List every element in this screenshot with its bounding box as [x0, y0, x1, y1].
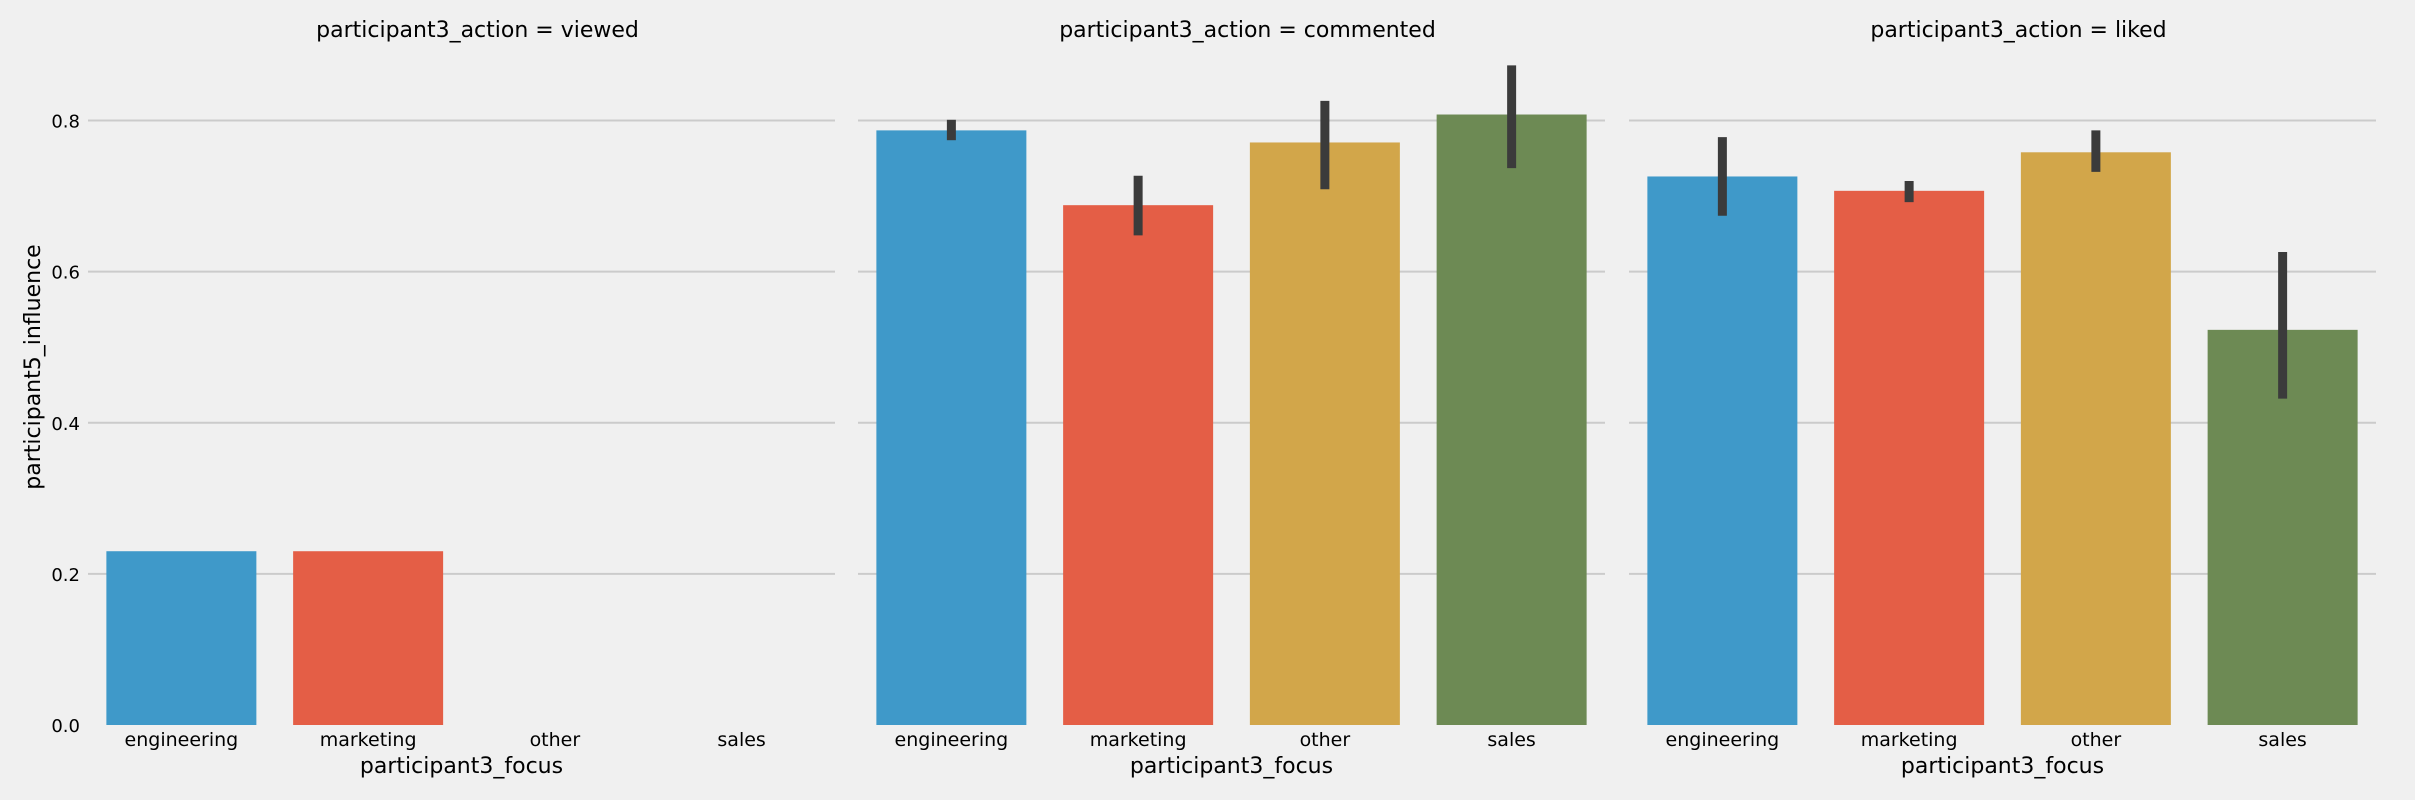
x-axis-label: participant3_focus	[360, 754, 563, 779]
y-tick-label: 0.0	[51, 716, 80, 737]
bar	[1063, 205, 1214, 725]
y-axis-ticks: 0.0 0.2 0.4 0.6 0.8	[51, 112, 80, 737]
bar	[1249, 142, 1400, 725]
bar	[1834, 190, 1985, 726]
facet-panel: participant3_action = commented engineeri…	[858, 18, 1605, 779]
x-tick-label: sales	[2258, 729, 2306, 751]
bar	[2020, 152, 2171, 726]
x-tick-label: engineering	[125, 729, 239, 751]
y-tick-label: 0.4	[51, 414, 80, 435]
facet-title: participant3_action = commented	[1059, 18, 1436, 43]
x-axis-label: participant3_focus	[1901, 754, 2104, 779]
y-tick-label: 0.6	[51, 263, 80, 284]
x-tick-label: engineering	[1666, 729, 1780, 751]
x-tick-label: other	[1300, 729, 1351, 751]
bar	[1436, 114, 1587, 725]
x-tick-label: sales	[717, 729, 765, 751]
x-axis-label: participant3_focus	[1130, 754, 1333, 779]
x-tick-label: marketing	[320, 729, 417, 751]
x-tick-label: marketing	[1090, 729, 1187, 751]
facet-title: participant3_action = liked	[1870, 18, 2166, 43]
bar	[293, 551, 444, 725]
y-axis-label: participant5_influence	[21, 244, 46, 489]
x-tick-label: sales	[1487, 729, 1535, 751]
facet-title: participant3_action = viewed	[316, 18, 639, 43]
bar	[106, 551, 257, 725]
bar	[876, 130, 1027, 725]
y-axis-label-group: participant5_influence	[21, 244, 46, 489]
facet-panel: participant3_action = viewed engineering m…	[88, 18, 835, 779]
x-tick-label: engineering	[895, 729, 1009, 751]
facet-panel: participant3_action = liked engineering ma…	[1629, 18, 2376, 779]
y-tick-label: 0.2	[51, 565, 80, 586]
bar	[1647, 176, 1798, 725]
x-tick-label: other	[2071, 729, 2122, 751]
x-tick-label: other	[530, 729, 581, 751]
x-tick-label: marketing	[1861, 729, 1958, 751]
y-tick-label: 0.8	[51, 112, 80, 133]
facets: participant3_action = viewed engineering m…	[88, 18, 2376, 779]
